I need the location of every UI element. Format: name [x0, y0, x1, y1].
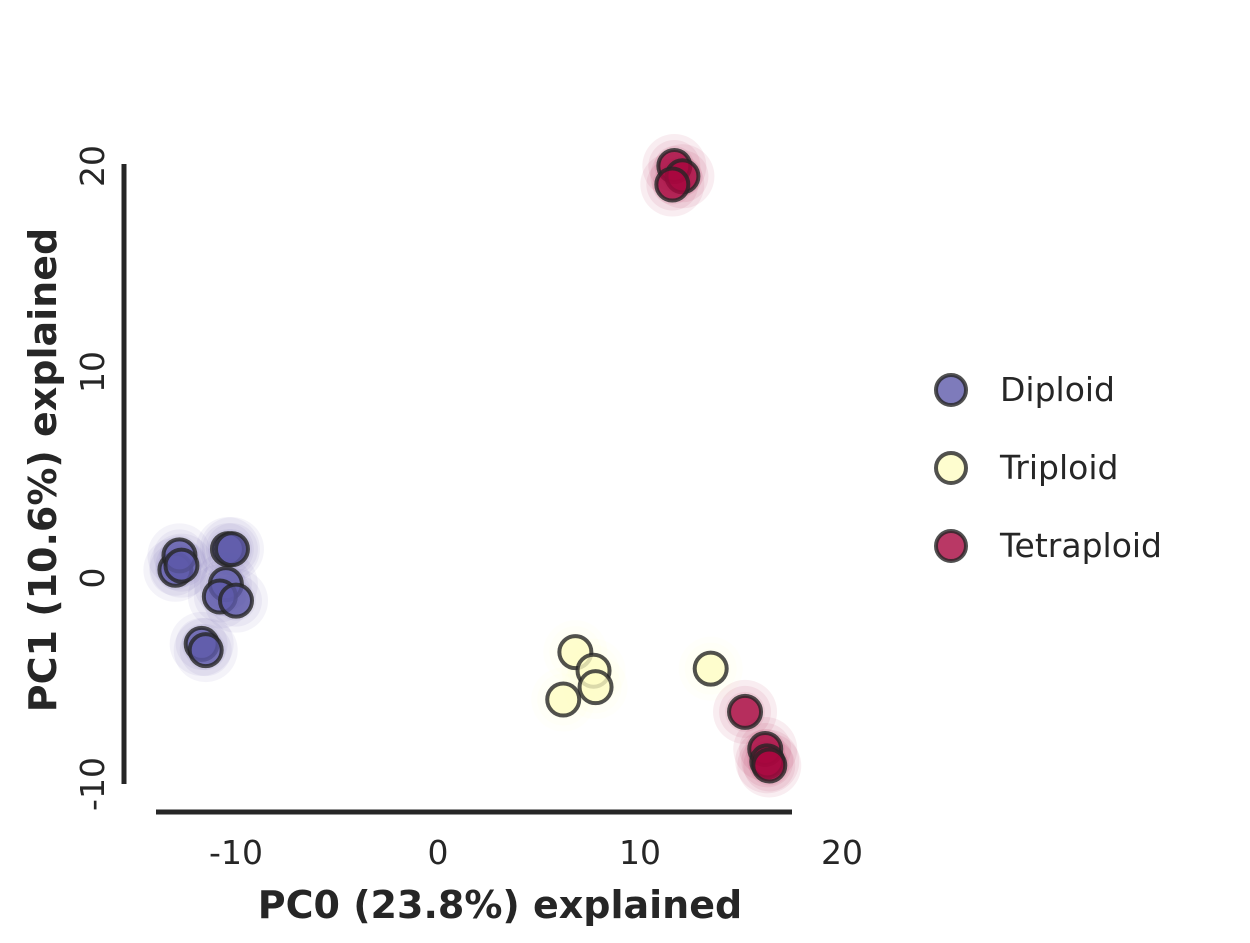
data-point-tetraploid — [751, 747, 788, 784]
point-glow-layer — [143, 134, 802, 798]
data-point-diploid — [163, 547, 200, 584]
x-tick-labels: -10 0 10 20 — [209, 833, 863, 872]
data-point-triploid — [577, 669, 614, 706]
y-tick-label: -10 — [73, 757, 112, 811]
legend-marker-tetraploid — [934, 529, 968, 563]
x-tick-label: -10 — [209, 833, 263, 872]
data-point-diploid — [218, 582, 254, 619]
y-axis-title: PC1 (10.6%) explained — [21, 228, 65, 712]
data-point-diploid — [187, 632, 224, 669]
legend-marker-diploid — [934, 373, 968, 407]
points-layer — [157, 148, 788, 784]
x-tick-label: 20 — [821, 833, 863, 872]
y-tick-label: 20 — [73, 145, 112, 187]
legend-marker-triploid — [934, 451, 968, 485]
x-axis-title: PC0 (23.8%) explained — [258, 883, 742, 927]
data-point-tetraploid — [654, 166, 691, 203]
data-point-triploid — [692, 650, 729, 687]
data-point-diploid — [213, 531, 250, 568]
legend-label-triploid: Triploid — [999, 448, 1118, 487]
legend-label-diploid: Diploid — [1000, 370, 1115, 409]
data-point-tetraploid — [727, 693, 764, 730]
x-tick-label: 10 — [619, 833, 661, 872]
legend: Diploid Triploid Tetraploid — [934, 370, 1162, 565]
y-tick-label: 0 — [73, 568, 112, 589]
x-tick-label: 0 — [428, 833, 449, 872]
data-point-triploid — [545, 681, 582, 718]
y-tick-labels: -10 0 10 20 — [73, 145, 112, 811]
legend-label-tetraploid: Tetraploid — [999, 526, 1162, 565]
y-tick-label: 10 — [73, 351, 112, 393]
